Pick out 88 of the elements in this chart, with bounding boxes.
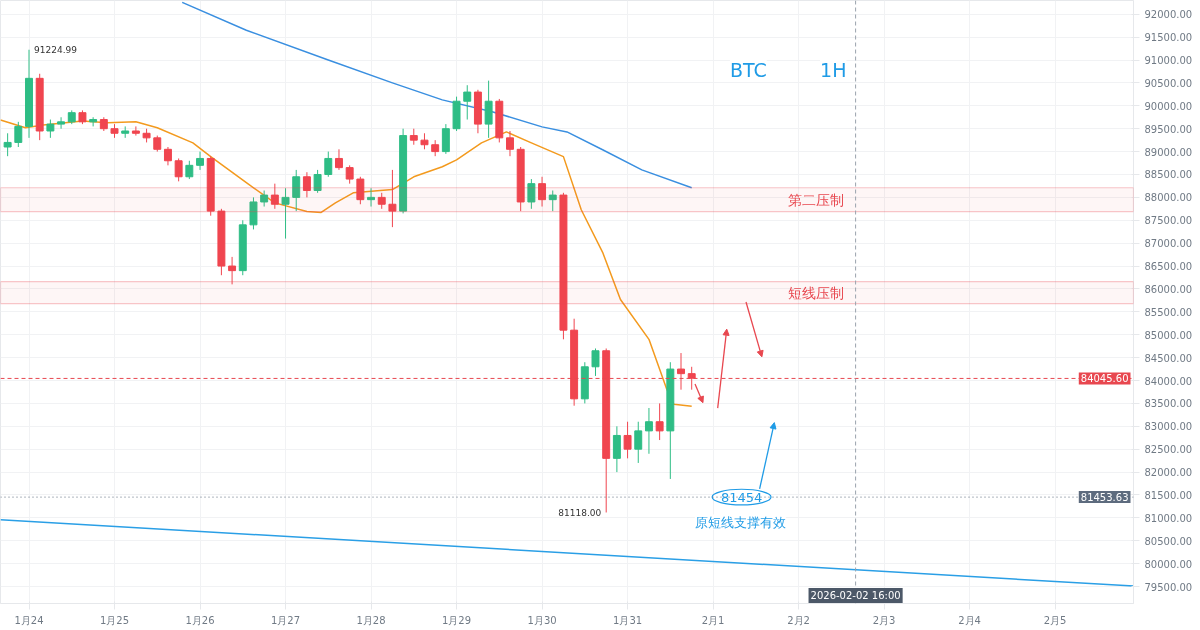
x-tick-label: 2月2	[787, 614, 810, 626]
annotation: 81118.00	[558, 507, 602, 518]
y-tick-label: 89000.00	[1144, 146, 1193, 158]
candlestick	[302, 171, 311, 198]
candlestick	[270, 183, 279, 210]
candlestick	[388, 169, 397, 228]
y-tick-label: 86000.00	[1144, 283, 1193, 295]
y-tick-label: 82500.00	[1144, 444, 1193, 456]
y-tick-label: 81000.00	[1144, 512, 1193, 524]
candlestick	[89, 116, 98, 127]
candlestick	[46, 119, 55, 139]
candlestick	[548, 190, 557, 212]
candlestick	[538, 176, 547, 208]
candlestick	[131, 125, 140, 137]
x-tick-label: 1月29	[442, 614, 472, 626]
candlestick	[612, 425, 621, 473]
x-tick-label: 2月3	[872, 614, 896, 626]
candlestick	[3, 132, 12, 157]
candlestick	[292, 169, 301, 212]
x-tick-label: 1月31	[613, 614, 643, 626]
candlestick	[196, 151, 204, 171]
candlestick	[249, 196, 258, 230]
candlestick	[623, 421, 632, 459]
annotation: 1H	[820, 58, 847, 81]
x-tick-label: 2月5	[1043, 614, 1067, 626]
candlestick	[655, 402, 664, 441]
y-tick-label: 87000.00	[1144, 238, 1193, 250]
y-tick-label: 83000.00	[1144, 421, 1193, 433]
y-tick-label: 90500.00	[1144, 77, 1193, 89]
candlestick	[345, 164, 354, 185]
candlestick	[228, 256, 237, 285]
candlestick	[506, 130, 514, 157]
candlestick	[634, 421, 643, 464]
x-tick-label: 1月27	[270, 614, 301, 626]
x-tick-label: 1月28	[356, 614, 386, 626]
x-tick-label: 1月26	[185, 614, 215, 626]
y-tick-label: 81500.00	[1144, 489, 1193, 501]
y-tick-label: 80000.00	[1144, 558, 1193, 570]
candlestick	[324, 151, 333, 178]
x-tick-label: 1月24	[14, 614, 44, 626]
candlestick	[484, 80, 493, 139]
candlestick	[367, 187, 376, 208]
candlestick	[163, 146, 172, 166]
band-label: 短线压制	[788, 284, 845, 301]
candlestick	[591, 347, 600, 377]
x-tick-label: 1月30	[527, 614, 557, 626]
line-series	[181, 1, 693, 189]
y-tick-label: 83500.00	[1144, 398, 1193, 410]
candlestick	[14, 121, 23, 148]
band-label: 第二压制	[788, 191, 845, 208]
y-tick-label: 88000.00	[1144, 192, 1193, 204]
candlestick	[185, 160, 194, 180]
y-tick-label: 85500.00	[1144, 306, 1193, 318]
candlestick	[313, 169, 322, 194]
y-tick-label: 90000.00	[1144, 100, 1193, 112]
y-tick-label: 89500.00	[1144, 123, 1193, 135]
y-tick-label: 88500.00	[1144, 169, 1193, 181]
candlestick	[281, 187, 290, 240]
y-tick-label: 84500.00	[1144, 352, 1193, 364]
x-tick-label: 2月1	[701, 614, 725, 626]
candlestick	[644, 407, 653, 455]
y-tick-label: 79500.00	[1144, 581, 1193, 593]
y-tick-label: 84000.00	[1144, 375, 1193, 387]
y-tick-label: 91000.00	[1144, 55, 1193, 67]
candlestick	[356, 176, 365, 205]
annotation: 81454	[720, 489, 763, 505]
y-tick-label: 80500.00	[1144, 535, 1193, 547]
candlestick	[463, 84, 472, 121]
y-tick-label: 91500.00	[1144, 32, 1193, 44]
annotation: BTC	[729, 58, 767, 81]
y-tick-label: 87500.00	[1144, 215, 1193, 227]
y-tick-label: 92000.00	[1144, 9, 1193, 21]
x-tick-label: 2月4	[958, 614, 981, 626]
ref-line-label: 81453.63	[1080, 492, 1129, 504]
line-series	[0, 119, 693, 407]
candlestick	[57, 116, 66, 130]
candlestick	[441, 123, 450, 155]
y-tick-label: 85000.00	[1144, 329, 1193, 341]
candlestick	[174, 157, 183, 182]
y-tick-label: 82000.00	[1144, 467, 1193, 479]
x-tick-label: 1月25	[99, 614, 130, 626]
ref-line-label: 2026-02-02 16:00	[810, 590, 901, 601]
candlestick	[335, 148, 343, 171]
y-tick-label: 86500.00	[1144, 261, 1193, 273]
candlestick	[527, 178, 536, 210]
annotation: 91224.99	[34, 45, 78, 56]
annotation: 原短线支撑有效	[694, 514, 786, 530]
ref-line-label: 84045.60	[1080, 373, 1129, 385]
